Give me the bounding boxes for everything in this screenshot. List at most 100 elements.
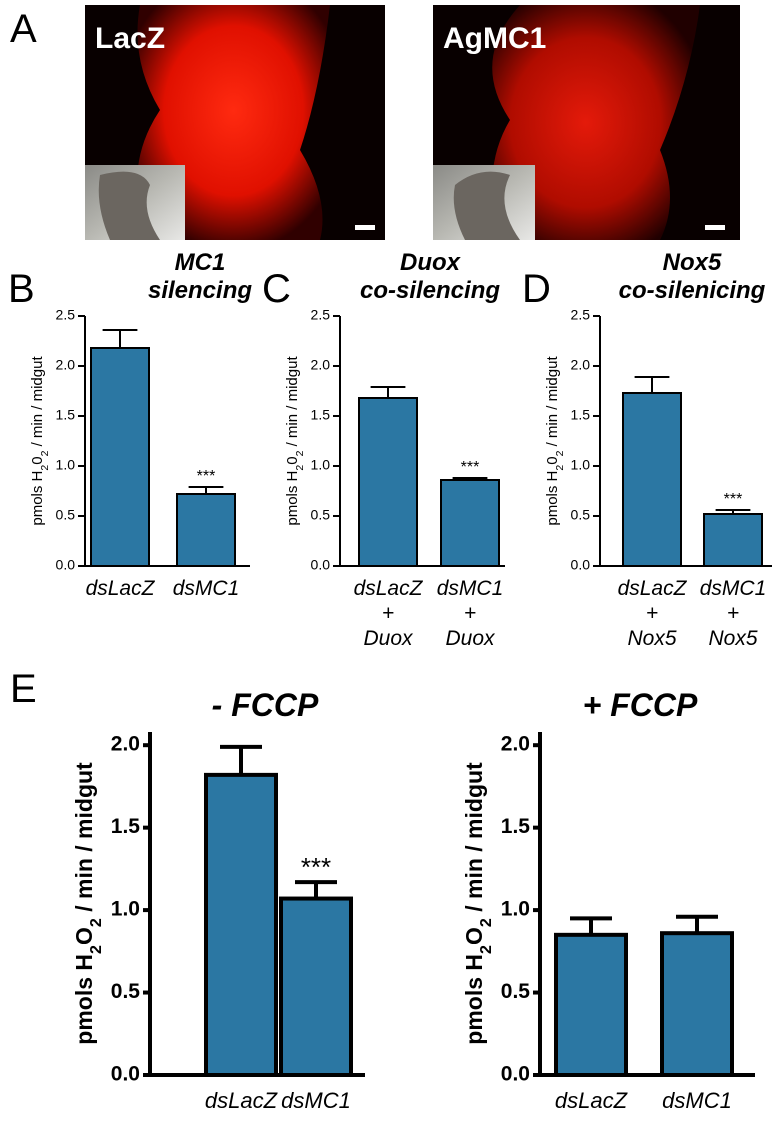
y-tick-label: 1.5 — [571, 407, 591, 423]
image-agmc1: AgMC1 — [433, 5, 740, 240]
y-tick-label: 1.0 — [56, 457, 76, 473]
x-tick-label: + — [464, 602, 476, 625]
y-tick-label: 2.0 — [311, 357, 331, 373]
y-axis-label-part: 0 — [29, 456, 46, 464]
x-tick-label: dsMC1 — [281, 1088, 351, 1113]
y-axis-label: pmols H202 / min / midgut — [284, 356, 306, 526]
panel-letter: B — [8, 267, 35, 311]
y-tick-label: 2.5 — [571, 307, 591, 323]
y-tick-label: 0.0 — [311, 557, 331, 573]
significance: *** — [461, 459, 480, 476]
bar — [90, 347, 150, 567]
x-tick-label: dsMC1 — [173, 577, 240, 600]
y-axis-label-part: / min / midgut — [461, 762, 487, 918]
y-axis-label-part: / min / midgut — [71, 762, 97, 918]
y-tick-label: 0.5 — [311, 507, 331, 523]
y-tick-label: 2.5 — [311, 307, 331, 323]
x-tick-label: dsLacZ — [618, 577, 688, 600]
x-tick-label: Nox5 — [708, 627, 757, 650]
y-tick-label: 0.0 — [571, 557, 591, 573]
x-tick-label: Nox5 — [627, 627, 676, 650]
chart-title: + FCCP — [583, 687, 698, 723]
y-tick-label: 0.5 — [56, 507, 76, 523]
chart: + FCCP pmols H2O2 / min / midgut 0.0 0.5 1.0… — [461, 687, 755, 1113]
image-label: LacZ — [95, 22, 165, 55]
y-axis-label-part: 0 — [544, 456, 561, 464]
x-tick-label: dsMC1 — [437, 577, 504, 600]
bar — [358, 397, 418, 567]
y-axis-label-part: 2 — [294, 465, 306, 471]
image-label: AgMC1 — [443, 22, 546, 55]
bar — [176, 493, 236, 567]
y-axis-label-part: 2 — [87, 918, 105, 927]
bar — [440, 479, 500, 567]
chart-title: MC1 — [175, 249, 226, 276]
y-axis-label-part: 2 — [477, 945, 495, 954]
y-tick-label: 0.5 — [501, 980, 531, 1003]
y-axis-label-part: 2 — [477, 918, 495, 927]
y-tick-label: 2.0 — [571, 357, 591, 373]
image-lacz: LacZ — [85, 5, 385, 240]
chart-title: co-silenicing — [619, 277, 766, 304]
y-tick-label: 1.5 — [311, 407, 331, 423]
significance: *** — [197, 468, 216, 485]
y-tick-label: 0.0 — [56, 557, 76, 573]
panel-letter: C — [262, 267, 291, 311]
x-tick-label: + — [727, 602, 739, 625]
y-axis-label-part: O — [461, 927, 487, 945]
bar — [622, 392, 682, 567]
x-tick-label: dsLacZ — [205, 1088, 279, 1113]
panel-letter: D — [522, 267, 551, 311]
y-axis-label-part: 2 — [39, 465, 51, 471]
y-tick-label: 2.0 — [111, 733, 140, 756]
y-axis-label-part: pmols H — [29, 471, 46, 526]
x-tick-label: Duox — [445, 627, 496, 650]
significance: *** — [301, 852, 331, 882]
chart-title: Duox — [400, 249, 462, 276]
chart-title: Nox5 — [663, 249, 722, 276]
y-tick-label: 0.0 — [501, 1063, 530, 1086]
y-axis-label-part: 2 — [87, 945, 105, 954]
bar — [279, 896, 353, 1077]
y-tick-label: 0.0 — [111, 1063, 140, 1086]
y-tick-label: 2.0 — [56, 357, 76, 373]
bar — [660, 931, 734, 1077]
panel-letter: A — [10, 7, 37, 51]
panel-letter: E — [10, 667, 37, 711]
y-axis-label-part: 2 — [39, 450, 51, 456]
y-tick-label: 1.5 — [501, 815, 531, 838]
x-tick-label: + — [646, 602, 658, 625]
y-tick-label: 1.5 — [111, 815, 141, 838]
y-tick-label: 1.0 — [571, 457, 591, 473]
y-tick-label: 1.0 — [501, 898, 530, 921]
y-tick-label: 0.5 — [571, 507, 591, 523]
y-axis-label-part: 0 — [284, 456, 301, 464]
x-tick-label: dsMC1 — [700, 577, 767, 600]
y-axis-label-part: pmols H — [544, 471, 561, 526]
y-axis-label-part: / min / midgut — [29, 356, 46, 451]
bar — [204, 772, 278, 1077]
y-tick-label: 1.0 — [311, 457, 331, 473]
bar — [554, 932, 628, 1077]
y-axis-label: pmols H202 / min / midgut — [29, 356, 51, 526]
y-axis-label-part: / min / midgut — [544, 356, 561, 451]
bar — [703, 513, 763, 567]
y-axis-label-part: 2 — [294, 450, 306, 456]
y-axis-label: pmols H2O2 / min / midgut — [461, 762, 495, 1045]
y-tick-label: 1.5 — [56, 407, 76, 423]
significance: *** — [724, 491, 743, 508]
x-tick-label: + — [382, 602, 394, 625]
chart-title: silencing — [148, 277, 252, 304]
x-tick-label: dsLacZ — [86, 577, 156, 600]
chart-title: - FCCP — [212, 687, 319, 723]
y-axis-label-part: pmols H — [284, 471, 301, 526]
x-tick-label: dsMC1 — [662, 1088, 732, 1113]
y-axis-label: pmols H202 / min / midgut — [544, 356, 566, 526]
x-tick-label: dsLacZ — [555, 1088, 629, 1113]
y-axis-label: pmols H2O2 / min / midgut — [71, 762, 105, 1045]
